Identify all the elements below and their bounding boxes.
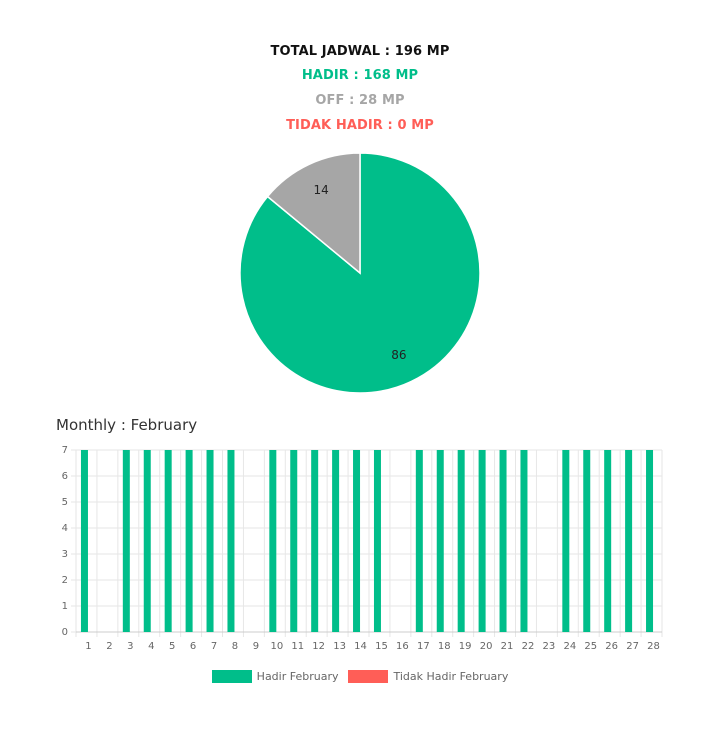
- bar-hadir-8[interactable]: [227, 450, 235, 632]
- x-tick-label: 23: [543, 641, 556, 652]
- x-tick-label: 12: [312, 641, 325, 652]
- bar-hadir-6[interactable]: [185, 450, 193, 632]
- x-tick-label: 4: [148, 641, 154, 652]
- x-tick-label: 24: [563, 641, 576, 652]
- x-tick-label: 19: [459, 641, 472, 652]
- x-tick-label: 5: [169, 641, 175, 652]
- bar-hadir-7[interactable]: [206, 450, 214, 632]
- bar-hadir-1[interactable]: [80, 450, 88, 632]
- bar-hadir-18[interactable]: [436, 450, 444, 632]
- bar-hadir-25[interactable]: [583, 450, 591, 632]
- x-tick-label: 8: [232, 641, 238, 652]
- x-tick-label: 7: [211, 641, 217, 652]
- x-tick-label: 27: [626, 641, 639, 652]
- x-tick-label: 21: [501, 641, 514, 652]
- legend-swatch-tidak-hadir: [348, 670, 389, 683]
- y-tick-label: 2: [62, 575, 68, 586]
- bar-hadir-14[interactable]: [353, 450, 361, 632]
- y-tick-label: 4: [62, 523, 68, 534]
- x-tick-label: 9: [253, 641, 259, 652]
- x-tick-label: 10: [270, 641, 283, 652]
- x-tick-label: 1: [85, 641, 91, 652]
- tidak-hadir-text: TIDAK HADIR : 0 MP: [286, 118, 434, 133]
- legend-label-hadir: Hadir February: [256, 670, 339, 683]
- y-tick-label: 6: [62, 471, 68, 482]
- legend-swatch-hadir: [211, 670, 252, 683]
- bar-hadir-27[interactable]: [625, 450, 633, 632]
- bar-hadir-28[interactable]: [646, 450, 654, 632]
- x-tick-label: 16: [396, 641, 409, 652]
- total-jadwal-text: TOTAL JADWAL : 196 MP: [270, 44, 450, 59]
- x-tick-label: 2: [106, 641, 112, 652]
- x-tick-label: 15: [375, 641, 388, 652]
- y-tick-label: 5: [62, 497, 68, 508]
- bar-hadir-4[interactable]: [143, 450, 151, 632]
- legend-item-tidak-hadir[interactable]: Tidak Hadir February: [348, 670, 508, 683]
- x-tick-label: 18: [438, 641, 451, 652]
- x-tick-label: 22: [522, 641, 535, 652]
- hadir-text: HADIR : 168 MP: [301, 68, 419, 83]
- bar-hadir-17[interactable]: [415, 450, 423, 632]
- x-tick-label: 20: [480, 641, 493, 652]
- x-tick-label: 17: [417, 641, 430, 652]
- bar-hadir-11[interactable]: [290, 450, 298, 632]
- y-tick-label: 7: [62, 445, 68, 456]
- x-tick-label: 14: [354, 641, 367, 652]
- x-tick-label: 28: [647, 641, 660, 652]
- bar-hadir-21[interactable]: [499, 450, 507, 632]
- y-tick-label: 0: [62, 627, 68, 638]
- x-tick-label: 25: [584, 641, 597, 652]
- monthly-title: Monthly : February: [56, 416, 198, 434]
- bar-hadir-10[interactable]: [269, 450, 277, 632]
- x-tick-label: 6: [190, 641, 196, 652]
- bar-hadir-22[interactable]: [520, 450, 528, 632]
- off-text: OFF : 28 MP: [315, 93, 405, 108]
- bar-hadir-20[interactable]: [478, 450, 486, 632]
- y-tick-label: 1: [62, 601, 68, 612]
- y-tick-label: 3: [62, 549, 68, 560]
- legend-label-tidak-hadir: Tidak Hadir February: [393, 670, 509, 683]
- x-tick-label: 13: [333, 641, 346, 652]
- bar-hadir-5[interactable]: [164, 450, 172, 632]
- bar-hadir-24[interactable]: [562, 450, 570, 632]
- chart-legend: Hadir February Tidak Hadir February: [0, 670, 720, 683]
- bar-hadir-12[interactable]: [311, 450, 319, 632]
- bar-hadir-26[interactable]: [604, 450, 612, 632]
- x-tick-label: 26: [605, 641, 618, 652]
- bar-hadir-15[interactable]: [373, 450, 381, 632]
- bar-hadir-13[interactable]: [332, 450, 340, 632]
- bar-hadir-3[interactable]: [122, 450, 130, 632]
- x-tick-label: 11: [291, 641, 304, 652]
- x-tick-label: 3: [127, 641, 133, 652]
- bar-hadir-19[interactable]: [457, 450, 465, 632]
- legend-item-hadir[interactable]: Hadir February: [211, 670, 339, 683]
